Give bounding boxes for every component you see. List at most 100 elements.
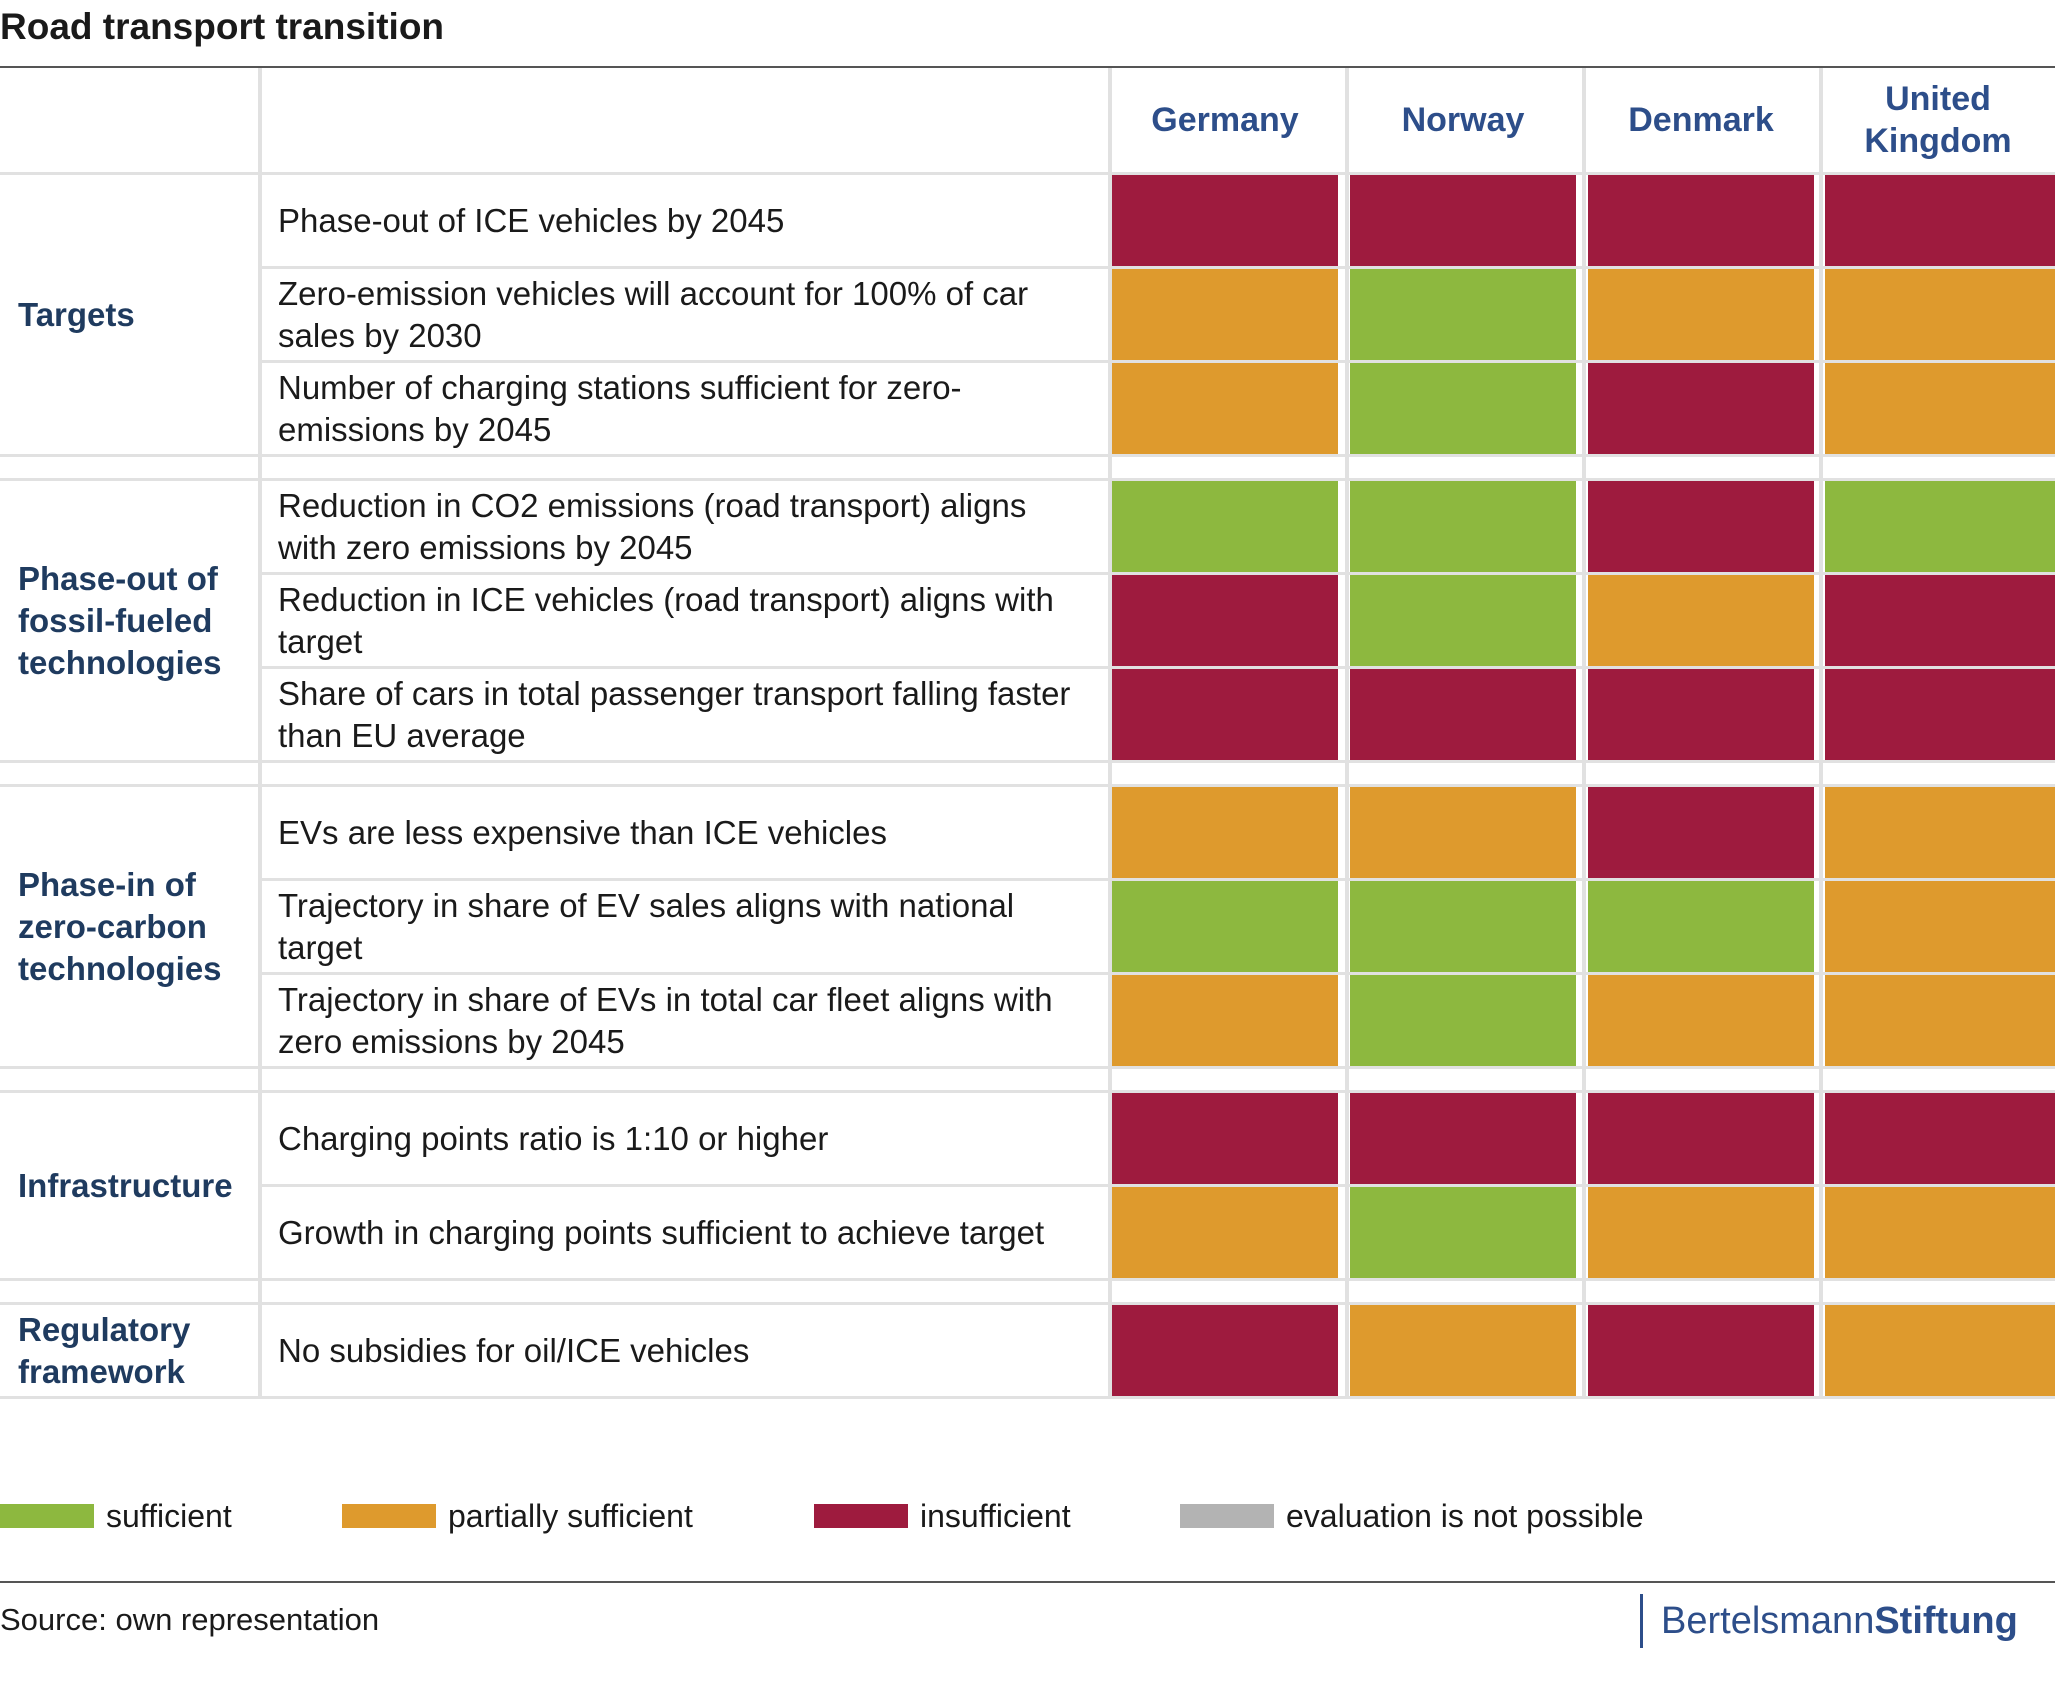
rating-cell (1588, 269, 1814, 360)
rating-cell (1350, 787, 1576, 878)
indicator-label: Charging points ratio is 1:10 or higher (278, 1119, 829, 1157)
legend-item: insufficient (814, 1496, 1071, 1536)
row-rule (0, 760, 2055, 763)
indicator-label: Growth in charging points sufficient to … (278, 1213, 1045, 1251)
group-rule (0, 478, 2055, 481)
indicator-label: Number of charging stations sufficient f… (278, 368, 962, 448)
row-rule (0, 454, 2055, 457)
rating-cell (1588, 975, 1814, 1066)
brand-logo: Bertelsmann Stiftung (1640, 1594, 2018, 1648)
rating-cell (1825, 975, 2055, 1066)
column-header-united-kingdom: United Kingdom (1864, 80, 2012, 160)
legend-item: partially sufficient (342, 1496, 693, 1536)
row-rule (262, 360, 2055, 363)
rating-cell (1588, 175, 1814, 266)
rating-cell (1350, 881, 1576, 972)
rating-cell (1825, 1305, 2055, 1396)
category-label: Phase-out of fossil-fueled technologies (18, 559, 222, 681)
rating-cell (1112, 1305, 1338, 1396)
group-rule (0, 784, 2055, 787)
rating-cell (1588, 881, 1814, 972)
row-rule (0, 1278, 2055, 1281)
legend-swatch (814, 1504, 908, 1528)
rating-cell (1112, 1187, 1338, 1278)
indicator-label: EVs are less expensive than ICE vehicles (278, 813, 887, 851)
row-rule (0, 1066, 2055, 1069)
legend-swatch (1180, 1504, 1274, 1528)
legend-label: evaluation is not possible (1286, 1497, 1644, 1534)
legend-item: evaluation is not possible (1180, 1496, 1644, 1536)
rating-cell (1588, 575, 1814, 666)
rating-cell (1350, 1187, 1576, 1278)
rating-cell (1350, 481, 1576, 572)
rating-cell (1588, 481, 1814, 572)
rating-cell (1350, 669, 1576, 760)
legend-label: sufficient (106, 1497, 232, 1534)
indicator-label: Phase-out of ICE vehicles by 2045 (278, 201, 785, 239)
indicator-label: Trajectory in share of EVs in total car … (278, 980, 1053, 1060)
rating-cell (1588, 1187, 1814, 1278)
row-rule (262, 1184, 2055, 1187)
rating-cell (1825, 481, 2055, 572)
rating-cell (1112, 363, 1338, 454)
rating-cell (1112, 269, 1338, 360)
rating-cell (1350, 1093, 1576, 1184)
rating-cell (1112, 881, 1338, 972)
rating-cell (1112, 575, 1338, 666)
rating-cell (1825, 575, 2055, 666)
rating-cell (1350, 363, 1576, 454)
group-rule (0, 1302, 2055, 1305)
rating-cell (1588, 1093, 1814, 1184)
rating-cell (1825, 363, 2055, 454)
column-divider (1582, 68, 1586, 1399)
source-note: Source: own representation (0, 1602, 380, 1637)
brand-bar (1640, 1594, 1643, 1648)
legend-swatch (342, 1504, 436, 1528)
rating-cell (1350, 575, 1576, 666)
column-header-norway: Norway (1401, 101, 1525, 139)
column-divider (1108, 68, 1112, 1399)
indicator-label: Reduction in ICE vehicles (road transpor… (278, 580, 1054, 660)
indicator-label: Trajectory in share of EV sales aligns w… (278, 886, 1015, 966)
rating-cell (1825, 1093, 2055, 1184)
brand-part1: Bertelsmann (1661, 1599, 1875, 1642)
rating-cell (1825, 175, 2055, 266)
header-rule (0, 172, 2055, 175)
column-divider (1345, 68, 1349, 1399)
indicator-label: No subsidies for oil/ICE vehicles (278, 1331, 750, 1369)
row-rule (262, 266, 2055, 269)
column-header-germany: Germany (1151, 101, 1299, 139)
column-divider (1819, 68, 1823, 1399)
rating-cell (1350, 975, 1576, 1066)
legend-label: partially sufficient (448, 1497, 693, 1534)
legend-label: insufficient (920, 1497, 1071, 1534)
rating-cell (1825, 669, 2055, 760)
rating-cell (1825, 1187, 2055, 1278)
column-header-denmark: Denmark (1628, 101, 1774, 139)
bottom-rule (0, 1581, 2055, 1583)
category-label: Regulatory framework (18, 1310, 191, 1390)
row-rule (262, 666, 2055, 669)
row-rule (0, 1396, 2055, 1399)
category-label: Targets (18, 295, 135, 333)
category-label: Infrastructure (18, 1166, 233, 1204)
brand-part2: Stiftung (1874, 1599, 2018, 1642)
rating-cell (1825, 881, 2055, 972)
row-rule (262, 878, 2055, 881)
legend-swatch (0, 1504, 94, 1528)
rating-cell (1588, 787, 1814, 878)
legend-item: sufficient (0, 1496, 232, 1536)
rating-cell (1588, 669, 1814, 760)
rating-cell (1112, 975, 1338, 1066)
category-label: Phase-in of zero-carbon technologies (18, 865, 222, 987)
row-rule (262, 572, 2055, 575)
rating-cell (1112, 175, 1338, 266)
indicator-label: Share of cars in total passenger transpo… (278, 674, 1071, 754)
rating-cell (1112, 787, 1338, 878)
chart-title: Road transport transition (0, 6, 445, 47)
rating-cell (1825, 269, 2055, 360)
rating-cell (1588, 1305, 1814, 1396)
rating-cell (1112, 481, 1338, 572)
row-rule (262, 972, 2055, 975)
indicator-label: Reduction in CO2 emissions (road transpo… (278, 486, 1027, 566)
